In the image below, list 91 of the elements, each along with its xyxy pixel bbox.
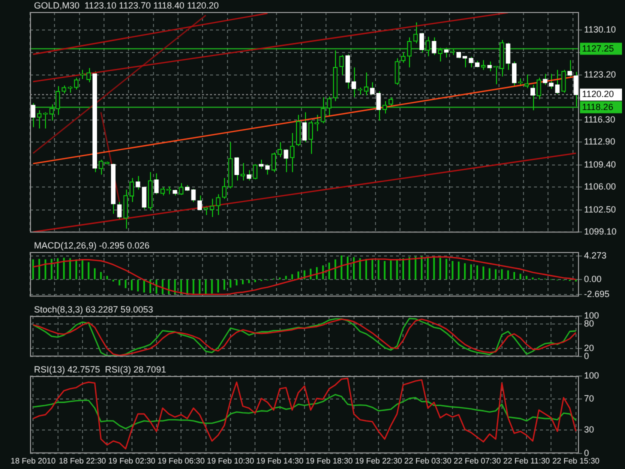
candlestick — [468, 56, 474, 68]
candlestick — [74, 77, 79, 90]
candlestick — [296, 114, 301, 147]
candlestick — [506, 42, 510, 70]
y-tick-label: 20 — [584, 342, 594, 353]
candlestick — [407, 36, 412, 68]
y-tick-label: 30 — [584, 424, 594, 435]
x-tick-label: 19 Feb 14:30 — [256, 456, 304, 466]
candlestick — [117, 202, 122, 220]
candlestick — [98, 159, 104, 176]
candlestick — [308, 120, 313, 154]
candlestick — [86, 67, 91, 83]
candlestick — [567, 60, 572, 78]
candlestick — [561, 69, 566, 94]
y-tick-label: 80 — [584, 318, 594, 329]
chart-title: GOLD,M30 1123.10 1123.70 1118.40 1120.20 — [34, 0, 219, 10]
candlestick — [382, 100, 388, 114]
x-tick-label: 18 Feb 22:30 — [58, 456, 107, 466]
x-tick-label: 22 Feb 15:30 — [552, 456, 600, 466]
candlestick — [320, 96, 326, 124]
candlestick — [210, 198, 214, 218]
candlestick — [197, 195, 202, 211]
y-tick-label: 1130.10 — [584, 24, 616, 35]
candlestick — [326, 96, 332, 117]
x-tick-label: 19 Feb 02:30 — [108, 456, 156, 466]
candlestick — [438, 47, 443, 62]
x-tick-label: 19 Feb 10:30 — [206, 456, 255, 466]
y-tick-label: 100 — [584, 310, 600, 320]
y-tick-label: 0 — [584, 351, 590, 362]
candlestick — [536, 77, 542, 100]
x-tick-label: 22 Feb 11:30 — [503, 456, 550, 466]
candlestick — [512, 60, 517, 87]
candlestick — [123, 189, 128, 230]
chart-title: RSI(13) 42.7575 RSI(3) 28.7091 — [34, 364, 166, 374]
ref-line-label: 1118.26 — [582, 102, 614, 112]
y-tick-label: 1116.30 — [584, 114, 616, 125]
y-tick-label: 0.00 — [584, 274, 602, 284]
y-tick-label: 0 — [584, 448, 590, 458]
y-tick-label: 1123.20 — [584, 70, 616, 80]
y-tick-label: 100 — [584, 370, 600, 380]
y-tick-label: 70 — [584, 394, 594, 404]
candlestick — [265, 164, 270, 176]
ref-line-label: 1127.25 — [582, 43, 614, 54]
candlestick — [271, 152, 276, 173]
candlestick — [524, 74, 529, 89]
x-tick-label: 19 Feb 18:30 — [306, 456, 354, 466]
candlestick — [154, 172, 159, 195]
candlestick — [487, 60, 492, 72]
candlestick — [234, 156, 239, 182]
y-tick-label: 1112.90 — [584, 136, 616, 147]
candlestick — [376, 90, 381, 122]
candlestick — [413, 22, 418, 44]
candlestick — [191, 188, 196, 203]
y-tick-label: -2.695 — [584, 288, 610, 299]
candlestick — [277, 142, 282, 158]
y-tick-label: 1109.40 — [584, 159, 616, 170]
candlestick — [290, 132, 294, 173]
candlestick — [142, 186, 146, 210]
candlestick — [216, 194, 220, 216]
candlestick — [394, 58, 400, 86]
x-tick-label: 22 Feb 03:30 — [404, 456, 452, 466]
candlestick — [548, 73, 554, 90]
candlestick — [432, 36, 436, 56]
candlestick — [129, 177, 134, 203]
x-tick-label: 18 Feb 2010 — [10, 456, 56, 466]
candlestick — [419, 32, 424, 53]
candlestick — [49, 104, 54, 122]
y-tick-label: 1099.10 — [584, 226, 617, 236]
candlestick — [542, 73, 548, 86]
candlestick — [178, 182, 184, 196]
y-tick-label: 4.273 — [584, 250, 607, 260]
chart-title: MACD(12,26,9) -0.295 0.026 — [34, 240, 150, 250]
candlestick — [370, 82, 375, 96]
candlestick — [36, 110, 42, 129]
y-tick-label: 1102.50 — [584, 204, 616, 214]
candlestick — [339, 54, 344, 76]
x-tick-label: 19 Feb 06:30 — [158, 456, 206, 466]
candlestick — [240, 162, 246, 182]
x-tick-label: 22 Feb 07:30 — [454, 456, 502, 466]
x-tick-label: 19 Feb 22:30 — [354, 456, 403, 466]
chart-title: Stoch(8,3,3) 63.2287 59.0053 — [34, 304, 154, 314]
candlestick — [302, 112, 307, 143]
candlestick — [246, 170, 252, 182]
candlestick — [30, 102, 36, 128]
candlestick — [55, 86, 60, 116]
candlestick — [284, 148, 288, 173]
ref-line-label: 1120.20 — [582, 89, 614, 100]
candlestick — [555, 69, 560, 94]
candlestick — [136, 175, 140, 190]
candlestick — [222, 177, 227, 200]
y-tick-label: 1106.00 — [584, 182, 616, 192]
